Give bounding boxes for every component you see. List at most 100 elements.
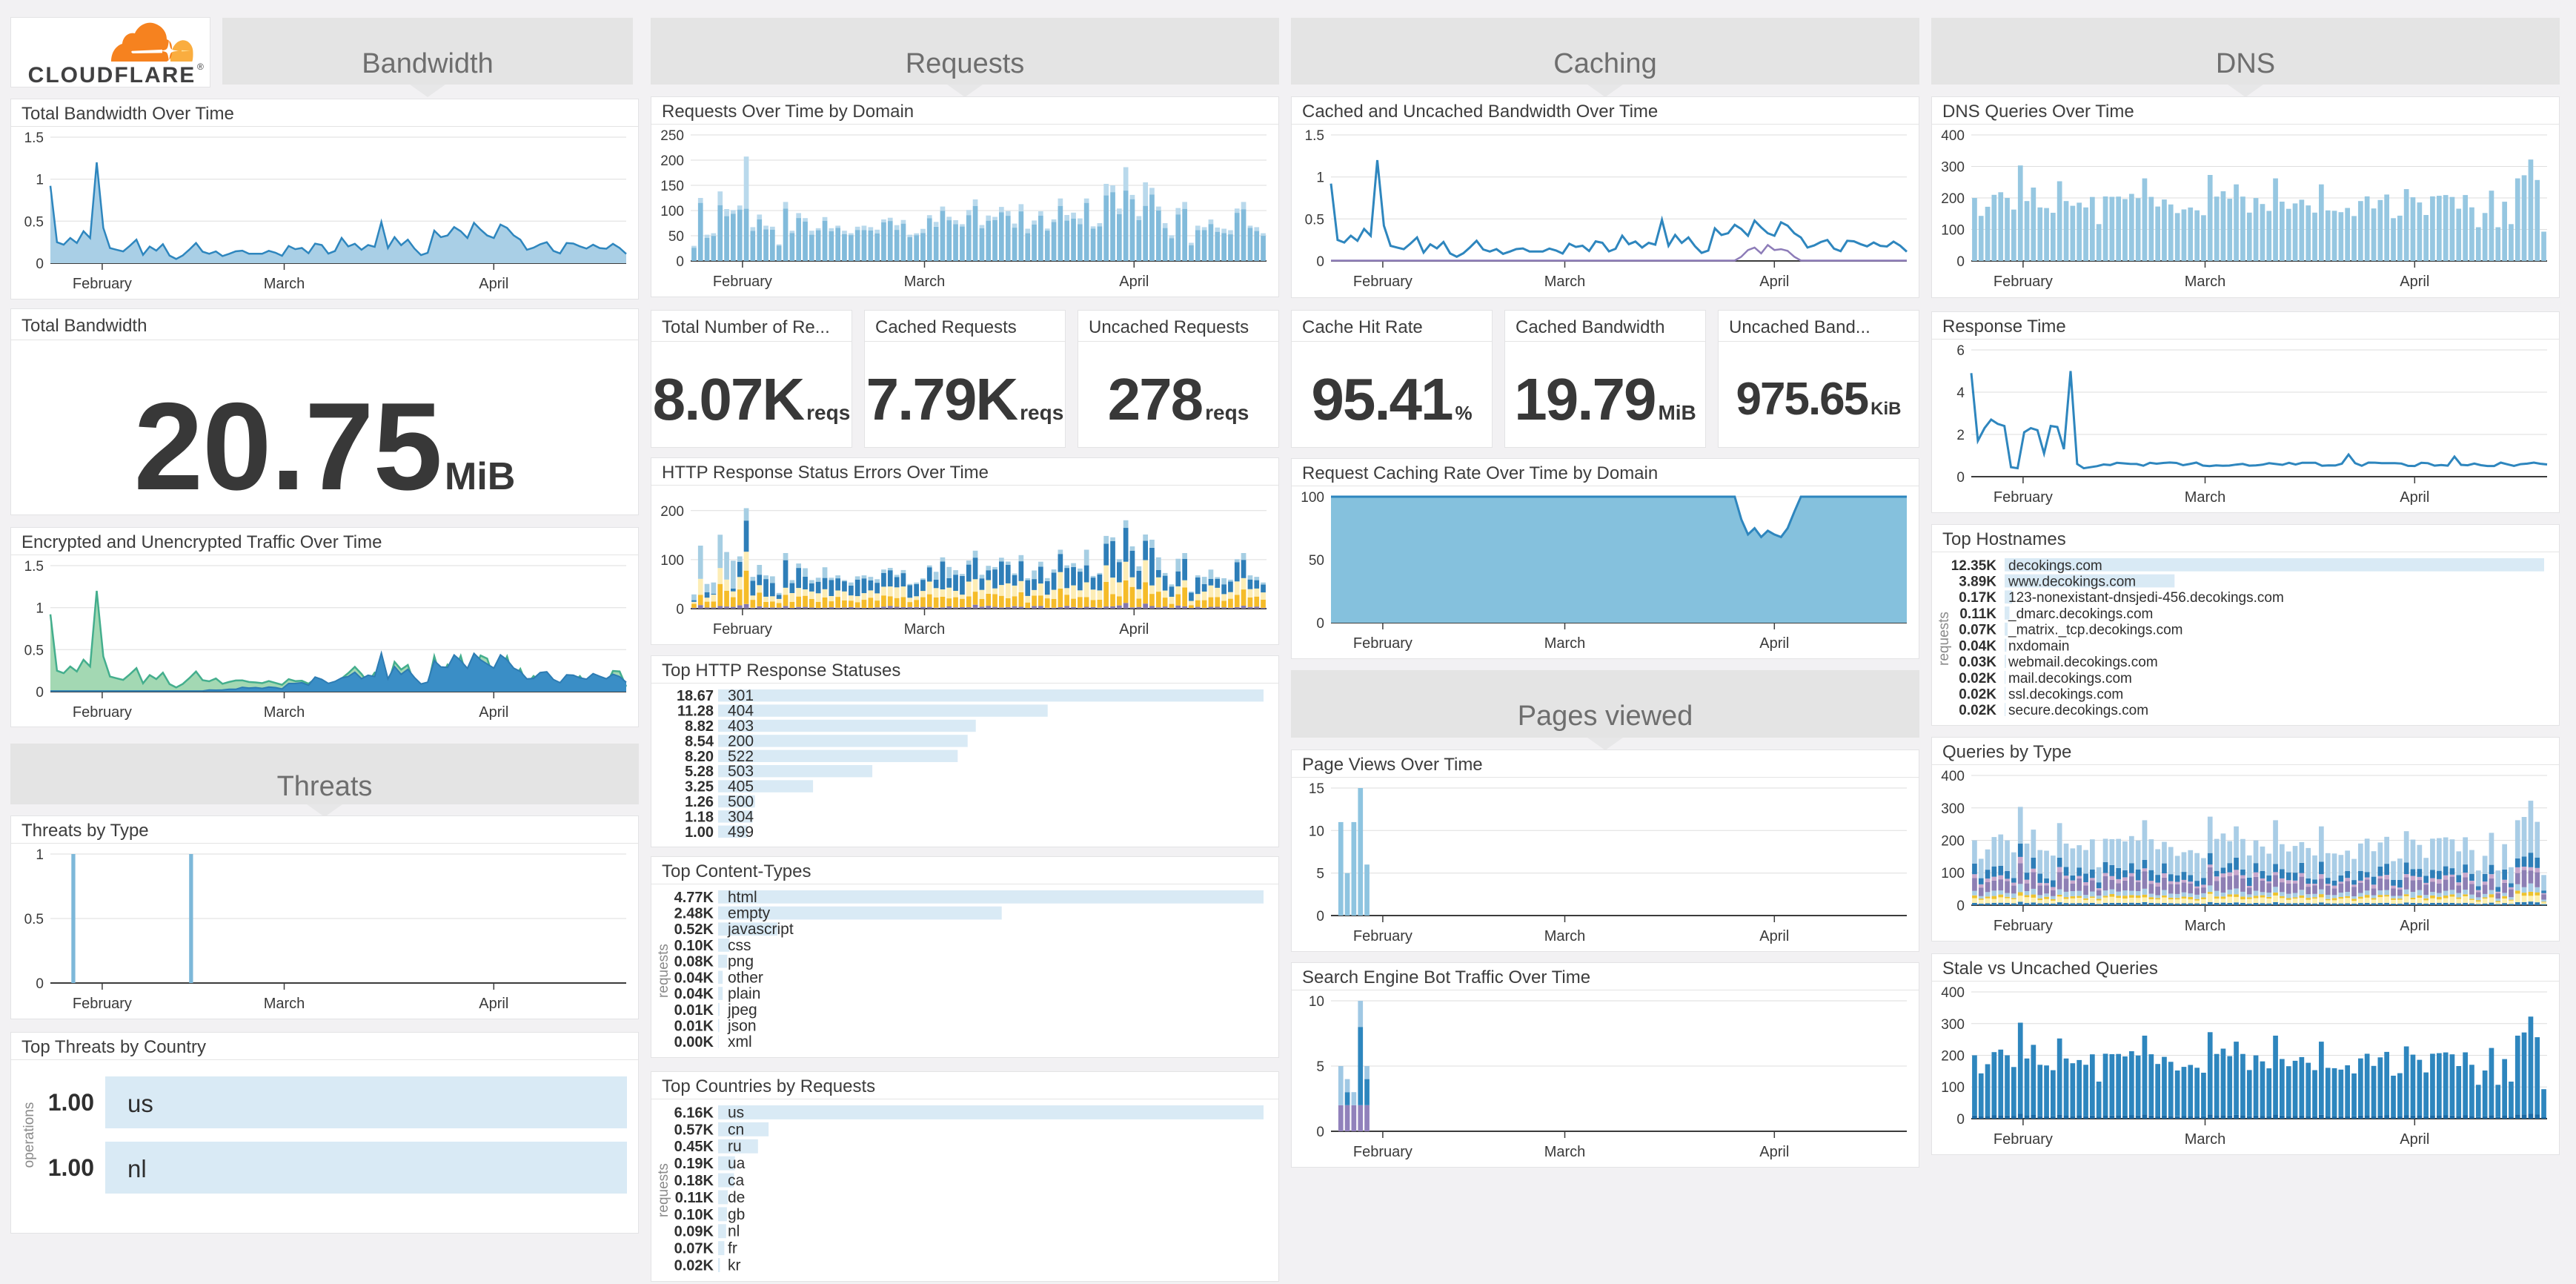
svg-text:css: css (728, 937, 751, 954)
svg-text:0: 0 (1316, 616, 1324, 632)
svg-text:50: 50 (668, 229, 684, 245)
svg-text:1.00: 1.00 (48, 1154, 94, 1181)
svg-text:1.00: 1.00 (685, 824, 714, 841)
svg-text:0: 0 (36, 976, 44, 992)
svg-text:10: 10 (1309, 824, 1324, 839)
svg-text:18.67: 18.67 (677, 688, 714, 704)
svg-text:March: March (2185, 489, 2226, 506)
svg-text:300: 300 (1941, 160, 1965, 176)
svg-text:1: 1 (36, 847, 44, 863)
svg-text:0.01K: 0.01K (674, 1018, 714, 1034)
svg-text:500: 500 (728, 793, 754, 810)
svg-text:jpeg: jpeg (727, 1002, 757, 1019)
svg-text:April: April (1759, 1144, 1789, 1160)
svg-text:499: 499 (728, 824, 754, 841)
svg-text:200: 200 (660, 504, 684, 520)
svg-text:kr: kr (728, 1257, 741, 1274)
svg-text:operations: operations (21, 1102, 37, 1168)
svg-text:404: 404 (728, 703, 754, 720)
svg-text:nl: nl (127, 1155, 147, 1182)
svg-text:0: 0 (676, 602, 684, 618)
svg-text:10: 10 (1309, 994, 1324, 1010)
svg-text:April: April (2400, 489, 2429, 506)
svg-text:5: 5 (1316, 1059, 1324, 1075)
svg-text:March: March (1544, 928, 1586, 944)
svg-text:8.54: 8.54 (685, 733, 714, 749)
svg-text:250: 250 (660, 128, 684, 144)
svg-text:April: April (2400, 1131, 2429, 1148)
svg-text:February: February (1994, 1131, 2053, 1148)
svg-text:0.02K: 0.02K (1959, 686, 1996, 702)
svg-text:405: 405 (728, 778, 754, 795)
svg-text:April: April (1759, 928, 1789, 944)
svg-text:February: February (73, 704, 132, 721)
svg-text:html: html (728, 889, 757, 906)
svg-text:nl: nl (728, 1223, 740, 1240)
svg-text:0.5: 0.5 (24, 214, 44, 230)
svg-text:0.5: 0.5 (24, 643, 44, 658)
svg-text:400: 400 (1941, 128, 1965, 144)
svg-text:February: February (73, 996, 132, 1012)
svg-text:April: April (479, 276, 508, 292)
svg-text:0.07K: 0.07K (674, 1241, 714, 1257)
svg-text:0.09K: 0.09K (674, 1224, 714, 1240)
svg-text:February: February (713, 274, 772, 290)
svg-text:ru: ru (728, 1138, 742, 1155)
svg-text:javascript: javascript (727, 921, 794, 938)
svg-text:0.45K: 0.45K (674, 1139, 714, 1155)
svg-text:April: April (1119, 274, 1149, 290)
svg-text:February: February (1994, 489, 2053, 506)
svg-text:5.28: 5.28 (685, 764, 714, 780)
svg-text:12.35K: 12.35K (1951, 558, 1997, 574)
svg-text:0: 0 (676, 254, 684, 270)
svg-text:webmail.decokings.com: webmail.decokings.com (2008, 655, 2158, 670)
svg-text:2: 2 (1956, 428, 1965, 443)
svg-text:ua: ua (728, 1155, 746, 1172)
svg-text:March: March (264, 276, 305, 292)
svg-text:200: 200 (728, 732, 754, 749)
svg-text:200: 200 (1941, 834, 1965, 850)
svg-text:March: March (264, 704, 305, 721)
svg-text:0.02K: 0.02K (674, 1258, 714, 1274)
svg-text:March: March (1544, 1144, 1586, 1160)
svg-text:403: 403 (728, 718, 754, 735)
svg-text:1: 1 (36, 173, 44, 188)
svg-text:March: March (264, 996, 305, 1012)
svg-text:200: 200 (1941, 191, 1965, 207)
svg-text:1.26: 1.26 (685, 794, 714, 810)
svg-text:15: 15 (1309, 781, 1324, 797)
svg-text:123-nonexistant-dnsjedi-456.de: 123-nonexistant-dnsjedi-456.decokings.co… (2008, 590, 2284, 606)
svg-text:0.04K: 0.04K (674, 986, 714, 1002)
svg-text:100: 100 (660, 553, 684, 569)
svg-text:February: February (1994, 918, 2053, 934)
svg-text:cn: cn (728, 1121, 744, 1138)
svg-text:0: 0 (1956, 1112, 1965, 1128)
svg-text:8.82: 8.82 (685, 718, 714, 735)
svg-text:April: April (479, 704, 508, 721)
svg-text:0: 0 (1956, 470, 1965, 486)
svg-text:0.08K: 0.08K (674, 954, 714, 970)
svg-text:February: February (73, 276, 132, 292)
svg-text:0.01K: 0.01K (674, 1002, 714, 1019)
svg-text:February: February (1353, 274, 1413, 290)
svg-text:March: March (1544, 274, 1586, 290)
svg-text:0.02K: 0.02K (1959, 671, 1996, 686)
svg-text:0.11K: 0.11K (1959, 606, 1996, 622)
svg-text:0: 0 (1956, 254, 1965, 270)
svg-text:0.19K: 0.19K (674, 1156, 714, 1172)
svg-text:_matrix._tcp.decokings.com: _matrix._tcp.decokings.com (2008, 623, 2183, 638)
svg-text:_dmarc.decokings.com: _dmarc.decokings.com (2008, 606, 2153, 622)
svg-text:February: February (1353, 1144, 1413, 1160)
svg-text:3.89K: 3.89K (1959, 575, 1996, 590)
svg-text:8.20: 8.20 (685, 749, 714, 765)
svg-text:nxdomain: nxdomain (2008, 638, 2069, 654)
svg-text:301: 301 (728, 687, 754, 704)
svg-text:0.5: 0.5 (24, 912, 44, 927)
svg-text:April: April (1759, 635, 1789, 652)
svg-text:March: March (1544, 635, 1586, 652)
svg-text:6: 6 (1956, 343, 1965, 359)
svg-text:50: 50 (1309, 553, 1324, 569)
svg-text:February: February (713, 621, 772, 638)
svg-text:February: February (1353, 928, 1413, 944)
svg-text:100: 100 (1941, 1080, 1965, 1096)
